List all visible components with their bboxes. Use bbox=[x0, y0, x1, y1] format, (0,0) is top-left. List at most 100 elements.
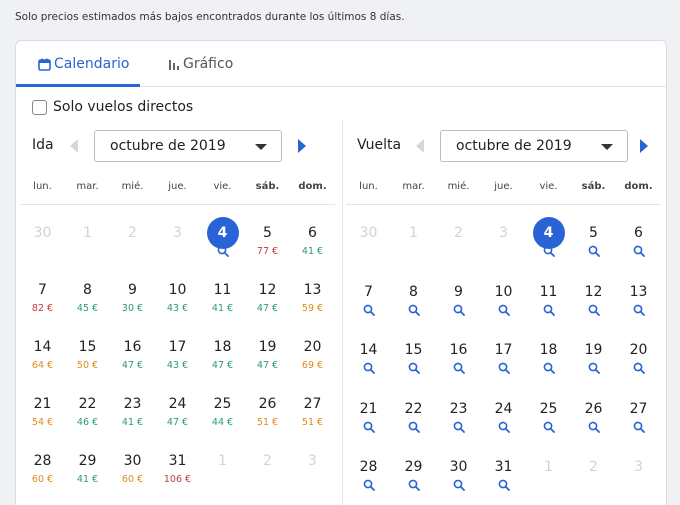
search-icon[interactable] bbox=[633, 421, 645, 433]
day-cell[interactable]: 17 bbox=[481, 334, 526, 393]
day-cell[interactable]: 21 bbox=[346, 393, 391, 452]
day-number: 3 bbox=[499, 225, 508, 241]
day-cell[interactable]: 23 bbox=[436, 393, 481, 452]
day-cell[interactable]: 27 bbox=[616, 393, 661, 452]
search-icon[interactable] bbox=[363, 362, 375, 374]
return-next-month-icon[interactable] bbox=[640, 139, 648, 153]
search-icon[interactable] bbox=[408, 479, 420, 491]
day-cell[interactable]: 27 51 € bbox=[290, 388, 335, 445]
search-icon[interactable] bbox=[408, 362, 420, 374]
day-cell[interactable]: 29 bbox=[391, 451, 436, 505]
day-cell[interactable]: 19 bbox=[571, 334, 616, 393]
day-cell[interactable]: 15 bbox=[391, 334, 436, 393]
day-cell[interactable]: 13 59 € bbox=[290, 274, 335, 331]
day-cell[interactable]: 28 bbox=[346, 451, 391, 505]
day-cell[interactable]: 8 bbox=[391, 276, 436, 335]
search-icon[interactable] bbox=[453, 421, 465, 433]
day-cell[interactable]: 16 47 € bbox=[110, 331, 155, 388]
direct-flights-option[interactable]: Solo vuelos directos bbox=[32, 99, 193, 115]
day-cell[interactable]: 22 46 € bbox=[65, 388, 110, 445]
day-cell[interactable]: 12 47 € bbox=[245, 274, 290, 331]
tab-grafico[interactable]: Gráfico bbox=[168, 41, 233, 87]
day-number: 31 bbox=[494, 459, 513, 475]
day-cell[interactable]: 6 bbox=[616, 217, 661, 276]
search-icon[interactable] bbox=[498, 479, 510, 491]
day-cell[interactable]: 13 bbox=[616, 276, 661, 335]
day-cell[interactable]: 4 bbox=[526, 217, 571, 276]
day-cell[interactable]: 25 44 € bbox=[200, 388, 245, 445]
day-cell[interactable]: 30 bbox=[436, 451, 481, 505]
search-icon[interactable] bbox=[588, 304, 600, 316]
direct-flights-checkbox[interactable] bbox=[32, 99, 47, 115]
day-cell[interactable]: 25 bbox=[526, 393, 571, 452]
search-icon[interactable] bbox=[588, 245, 600, 257]
day-number: 3 bbox=[173, 225, 182, 241]
search-icon[interactable] bbox=[498, 362, 510, 374]
day-cell[interactable]: 26 bbox=[571, 393, 616, 452]
tab-calendario[interactable]: Calendario bbox=[38, 41, 129, 87]
search-icon[interactable] bbox=[453, 479, 465, 491]
day-cell[interactable]: 22 bbox=[391, 393, 436, 452]
search-icon[interactable] bbox=[543, 245, 555, 257]
day-cell[interactable]: 26 51 € bbox=[245, 388, 290, 445]
day-cell[interactable]: 14 bbox=[346, 334, 391, 393]
day-cell[interactable]: 20 69 € bbox=[290, 331, 335, 388]
day-number: 16 bbox=[449, 342, 468, 358]
day-cell[interactable]: 21 54 € bbox=[20, 388, 65, 445]
search-icon[interactable] bbox=[588, 421, 600, 433]
search-icon[interactable] bbox=[543, 304, 555, 316]
day-cell[interactable]: 14 64 € bbox=[20, 331, 65, 388]
day-cell[interactable]: 24 47 € bbox=[155, 388, 200, 445]
day-cell[interactable]: 31 106 € bbox=[155, 445, 200, 502]
search-icon[interactable] bbox=[633, 245, 645, 257]
search-icon[interactable] bbox=[543, 421, 555, 433]
day-cell[interactable]: 18 47 € bbox=[200, 331, 245, 388]
day-cell[interactable]: 29 41 € bbox=[65, 445, 110, 502]
day-cell[interactable]: 31 bbox=[481, 451, 526, 505]
day-cell[interactable]: 10 43 € bbox=[155, 274, 200, 331]
day-cell[interactable]: 11 41 € bbox=[200, 274, 245, 331]
day-cell[interactable]: 23 41 € bbox=[110, 388, 155, 445]
day-cell[interactable]: 6 41 € bbox=[290, 217, 335, 274]
day-cell[interactable]: 30 60 € bbox=[110, 445, 155, 502]
day-cell[interactable]: 11 bbox=[526, 276, 571, 335]
search-icon[interactable] bbox=[217, 245, 229, 257]
day-cell[interactable]: 9 bbox=[436, 276, 481, 335]
day-cell[interactable]: 12 bbox=[571, 276, 616, 335]
search-icon[interactable] bbox=[408, 304, 420, 316]
search-icon[interactable] bbox=[363, 479, 375, 491]
search-icon[interactable] bbox=[453, 304, 465, 316]
day-cell[interactable]: 7 82 € bbox=[20, 274, 65, 331]
return-prev-month-icon[interactable] bbox=[416, 139, 424, 153]
day-number: 14 bbox=[33, 339, 52, 355]
day-cell[interactable]: 10 bbox=[481, 276, 526, 335]
day-cell[interactable]: 4 bbox=[200, 217, 245, 274]
day-cell[interactable]: 17 43 € bbox=[155, 331, 200, 388]
day-cell[interactable]: 7 bbox=[346, 276, 391, 335]
search-icon[interactable] bbox=[633, 304, 645, 316]
search-icon[interactable] bbox=[363, 304, 375, 316]
day-cell[interactable]: 20 bbox=[616, 334, 661, 393]
outbound-month-select[interactable]: octubre de 2019 bbox=[94, 130, 282, 162]
day-cell[interactable]: 5 77 € bbox=[245, 217, 290, 274]
return-month-select[interactable]: octubre de 2019 bbox=[440, 130, 628, 162]
day-cell[interactable]: 16 bbox=[436, 334, 481, 393]
day-cell[interactable]: 28 60 € bbox=[20, 445, 65, 502]
search-icon[interactable] bbox=[408, 421, 420, 433]
outbound-next-month-icon[interactable] bbox=[298, 139, 306, 153]
day-cell[interactable]: 24 bbox=[481, 393, 526, 452]
day-cell[interactable]: 19 47 € bbox=[245, 331, 290, 388]
search-icon[interactable] bbox=[453, 362, 465, 374]
search-icon[interactable] bbox=[498, 304, 510, 316]
search-icon[interactable] bbox=[363, 421, 375, 433]
search-icon[interactable] bbox=[498, 421, 510, 433]
search-icon[interactable] bbox=[543, 362, 555, 374]
day-cell[interactable]: 15 50 € bbox=[65, 331, 110, 388]
search-icon[interactable] bbox=[588, 362, 600, 374]
day-cell[interactable]: 9 30 € bbox=[110, 274, 155, 331]
outbound-prev-month-icon[interactable] bbox=[70, 139, 78, 153]
day-cell[interactable]: 8 45 € bbox=[65, 274, 110, 331]
day-cell[interactable]: 18 bbox=[526, 334, 571, 393]
day-cell[interactable]: 5 bbox=[571, 217, 616, 276]
search-icon[interactable] bbox=[633, 362, 645, 374]
